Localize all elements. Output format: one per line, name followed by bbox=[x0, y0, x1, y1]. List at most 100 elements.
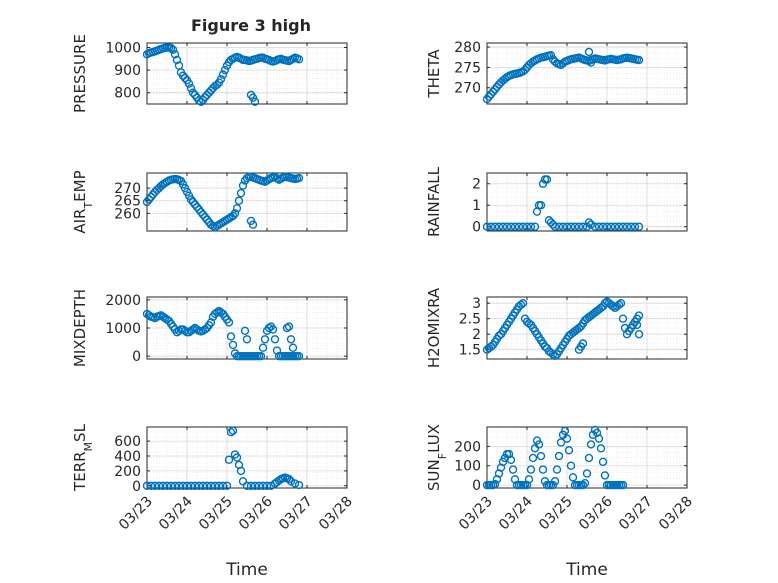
data-point bbox=[554, 451, 564, 461]
data-point bbox=[614, 300, 624, 309]
data-point bbox=[246, 481, 256, 490]
data-point bbox=[180, 326, 190, 336]
data-point bbox=[226, 332, 236, 341]
data-point bbox=[562, 434, 572, 443]
data-point bbox=[618, 314, 628, 323]
data-point bbox=[586, 58, 596, 67]
series-markers bbox=[142, 172, 304, 232]
data-point bbox=[294, 55, 304, 64]
y-tick-label: 1 bbox=[472, 198, 481, 214]
y-axis-label: SUNFLUX bbox=[425, 424, 449, 491]
y-tick-label: 400 bbox=[114, 449, 141, 465]
subplot-mixdepth: 0 1000 2000 MIXDEPTH bbox=[71, 289, 348, 367]
data-point bbox=[578, 480, 588, 490]
y-tick-label: 3 bbox=[472, 296, 481, 312]
data-point bbox=[236, 466, 246, 476]
data-point bbox=[538, 465, 548, 474]
y-tick-label: 0 bbox=[472, 220, 481, 236]
data-point bbox=[542, 175, 552, 184]
data-point bbox=[634, 330, 644, 339]
subplot-pressure: 800 900 1000 PRESSURE bbox=[71, 34, 348, 113]
data-point bbox=[192, 325, 202, 334]
data-point bbox=[482, 94, 492, 104]
data-point bbox=[506, 222, 516, 231]
data-point bbox=[206, 481, 216, 490]
y-axis-label: THETA bbox=[425, 49, 443, 99]
data-point bbox=[610, 222, 620, 231]
data-point bbox=[228, 426, 238, 435]
data-point bbox=[180, 73, 190, 83]
data-point bbox=[588, 430, 598, 439]
series-markers bbox=[142, 306, 304, 361]
data-point bbox=[598, 457, 608, 467]
data-point bbox=[258, 343, 268, 352]
data-point bbox=[224, 318, 234, 327]
data-point bbox=[294, 351, 304, 361]
data-point bbox=[258, 481, 268, 490]
data-point bbox=[490, 222, 500, 231]
data-point bbox=[514, 222, 524, 231]
data-point bbox=[218, 70, 228, 79]
data-point bbox=[198, 481, 208, 490]
data-point bbox=[154, 481, 164, 490]
data-point bbox=[564, 446, 574, 455]
data-point bbox=[242, 481, 252, 490]
series-markers bbox=[142, 43, 304, 106]
data-point bbox=[146, 481, 156, 490]
data-point bbox=[158, 481, 168, 490]
data-point bbox=[226, 428, 236, 437]
data-point bbox=[188, 325, 198, 334]
minor-grid bbox=[146, 427, 348, 488]
subplot-h2omixra: 1.522.53 H2OMIXRA bbox=[425, 287, 688, 368]
axes-frame bbox=[146, 42, 348, 105]
data-point bbox=[562, 222, 572, 231]
data-point bbox=[580, 478, 590, 488]
data-point bbox=[282, 323, 292, 333]
data-point bbox=[494, 222, 504, 231]
data-point bbox=[614, 222, 624, 231]
data-point bbox=[216, 74, 226, 84]
data-point bbox=[586, 440, 596, 449]
data-point bbox=[284, 474, 294, 484]
subplot-theta: 270 275 280 THETA bbox=[425, 40, 688, 105]
data-point bbox=[178, 481, 188, 490]
data-point bbox=[230, 209, 240, 218]
data-point bbox=[268, 325, 278, 334]
data-point bbox=[634, 55, 644, 65]
data-point bbox=[516, 300, 526, 309]
data-point bbox=[490, 479, 500, 489]
data-point bbox=[510, 222, 520, 231]
y-tick-label: 200 bbox=[454, 439, 481, 455]
tick-marks bbox=[146, 173, 348, 231]
data-point bbox=[190, 481, 200, 490]
data-point bbox=[236, 188, 246, 198]
data-point bbox=[634, 222, 644, 231]
data-point bbox=[262, 481, 272, 490]
data-point bbox=[598, 222, 608, 231]
y-axis-label: H2OMIXRA bbox=[425, 287, 443, 368]
data-point bbox=[568, 473, 578, 482]
y-tick-label: 2000 bbox=[105, 293, 141, 309]
figure-title: Figure 3 high bbox=[191, 16, 311, 35]
y-axis-label: AIRTEMP bbox=[71, 170, 95, 233]
data-point bbox=[174, 481, 184, 490]
data-point bbox=[186, 83, 196, 93]
data-point bbox=[554, 222, 564, 231]
data-point bbox=[560, 426, 570, 436]
axes-frame bbox=[486, 42, 688, 105]
data-point bbox=[264, 323, 274, 333]
data-point bbox=[546, 51, 556, 60]
data-point bbox=[578, 339, 588, 348]
data-point bbox=[618, 480, 628, 490]
data-point bbox=[600, 471, 610, 480]
data-point bbox=[194, 481, 204, 490]
data-point bbox=[212, 80, 222, 89]
data-point bbox=[220, 65, 230, 75]
y-axis-label: TERRMSL bbox=[71, 423, 95, 492]
y-tick-label: 280 bbox=[454, 40, 481, 56]
data-point bbox=[224, 455, 234, 464]
data-point bbox=[202, 481, 212, 490]
data-point bbox=[242, 335, 252, 344]
